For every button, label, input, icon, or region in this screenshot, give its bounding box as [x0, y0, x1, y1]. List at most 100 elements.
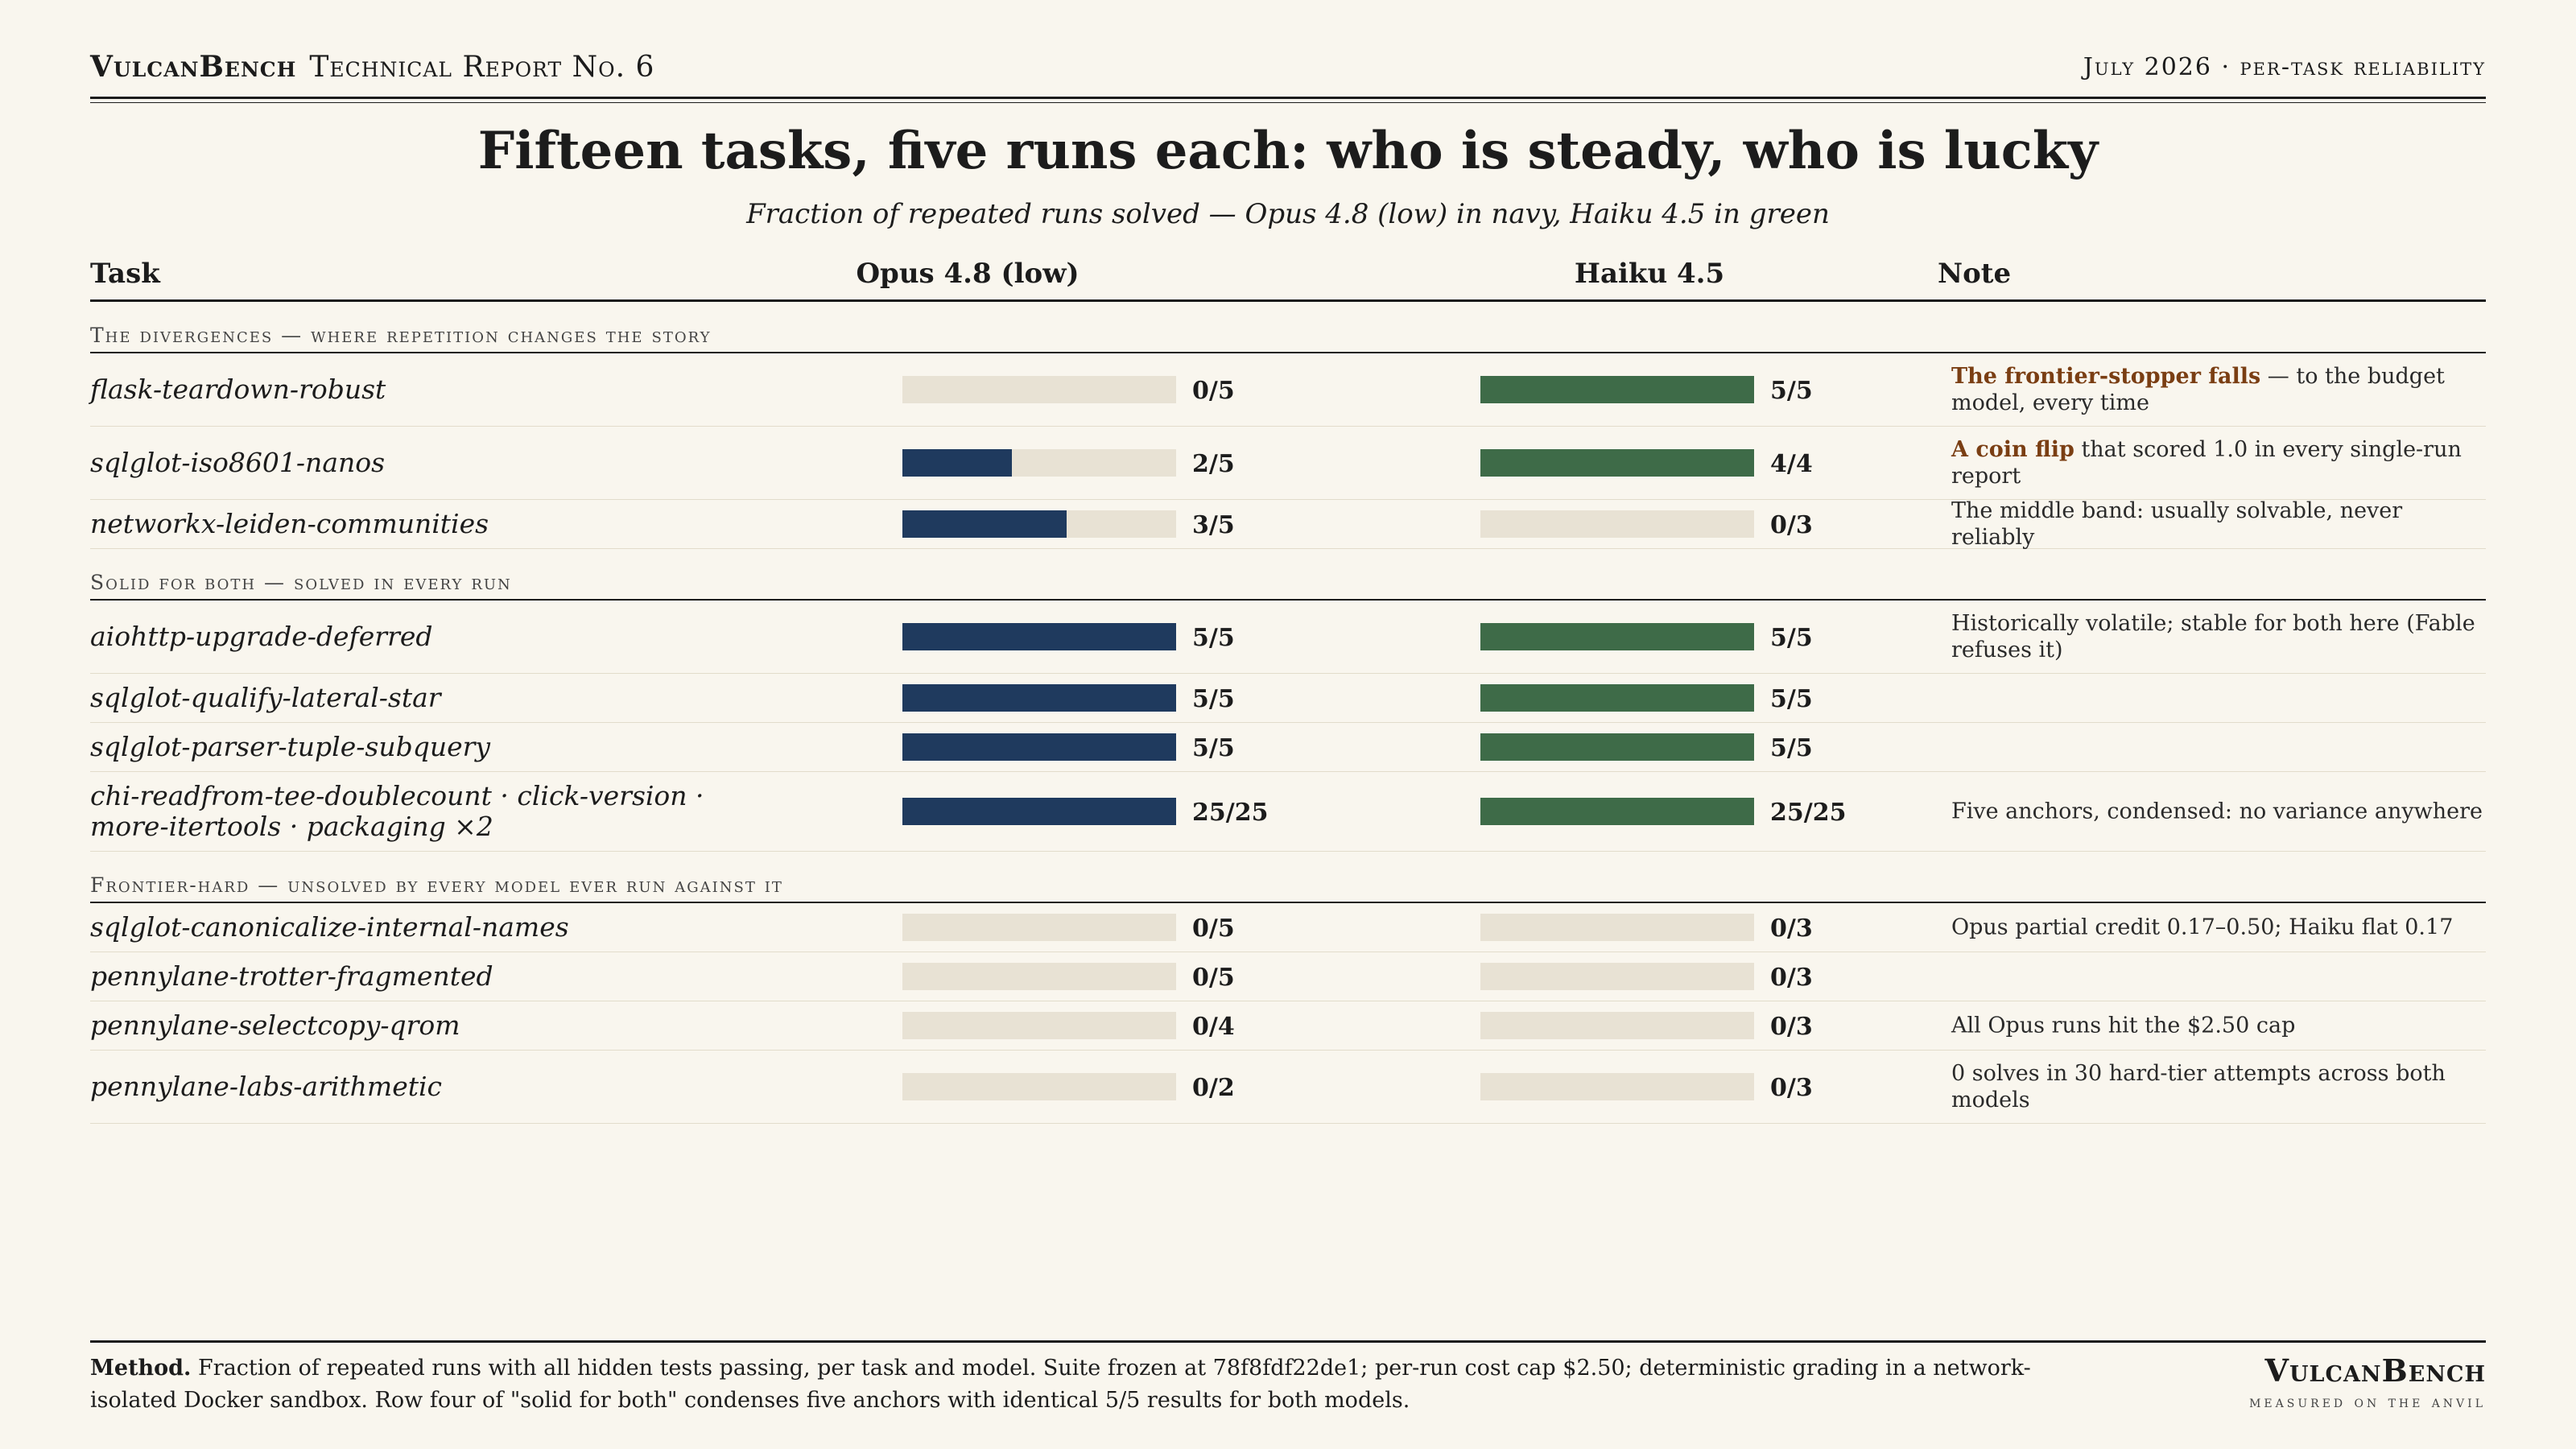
task-name: networkx-leiden-communities: [90, 508, 489, 539]
opus-bar: [902, 733, 1176, 761]
table-row: sqlglot-parser-tuple-subquery 5/5 5/5: [90, 723, 2486, 772]
task-name: aiohttp-upgrade-deferred: [90, 621, 433, 652]
opus-bar: [902, 623, 1176, 650]
note-text: — to the budget model, every time: [1951, 364, 2445, 415]
section-label: Solid for both — solved in every run: [90, 571, 512, 594]
opus-bar-track: [902, 510, 1176, 538]
masthead-rule-thin: [90, 102, 2486, 103]
task-name: chi-readfrom-tee-doublecount · click-ver…: [90, 780, 704, 842]
section-header: The divergences — where repetition chang…: [90, 302, 2486, 353]
haiku-bar-track: [1480, 510, 1754, 538]
opus-bar-track: [902, 1073, 1176, 1100]
task-name: pennylane-labs-arithmetic: [90, 1071, 443, 1102]
footer-rule: [90, 1340, 2486, 1343]
note-text: The middle band: usually solvable, never…: [1951, 498, 2403, 550]
haiku-bar: [1480, 684, 1754, 712]
opus-bar-track: [902, 376, 1176, 403]
table-row: pennylane-labs-arithmetic 0/2 0/3 0 solves …: [90, 1051, 2486, 1124]
haiku-bar-track: [1480, 963, 1754, 990]
opus-score-label: 0/2: [1192, 1074, 1235, 1102]
report-number: Technical Report No. 6: [309, 51, 655, 84]
haiku-bar-track: [1480, 376, 1754, 403]
opus-score-label: 25/25: [1192, 799, 1269, 827]
column-header-note: Note: [1938, 258, 2012, 290]
note-text: All Opus runs hit the $2.50 cap: [1951, 1013, 2296, 1038]
haiku-bar-track: [1480, 623, 1754, 650]
opus-score-label: 0/5: [1192, 377, 1235, 405]
opus-bar-track: [902, 623, 1176, 650]
task-note: 0 solves in 30 hard-tier attempts across…: [1951, 1060, 2486, 1113]
header-rule: [90, 299, 2486, 302]
task-name: sqlglot-qualify-lateral-star: [90, 682, 441, 713]
note-text: Historically volatile; stable for both h…: [1951, 611, 2475, 663]
section-label: Frontier-hard — unsolved by every model …: [90, 873, 783, 897]
table-row: sqlglot-canonicalize-internal-names 0/5 0/…: [90, 903, 2486, 952]
haiku-bar: [1480, 376, 1754, 403]
haiku-bar-track: [1480, 449, 1754, 477]
task-name: flask-teardown-robust: [90, 374, 386, 405]
table-row: sqlglot-qualify-lateral-star 5/5 5/5: [90, 674, 2486, 723]
task-note: Historically volatile; stable for both h…: [1951, 610, 2486, 663]
haiku-bar-track: [1480, 1012, 1754, 1039]
task-name: sqlglot-parser-tuple-subquery: [90, 731, 491, 762]
task-note: The frontier-stopper falls — to the budg…: [1951, 363, 2486, 416]
masthead-brand: VulcanBench Technical Report No. 6: [90, 50, 654, 84]
table-row: networkx-leiden-communities 3/5 0/3 The mid…: [90, 498, 2486, 550]
masthead-rule: [90, 97, 2486, 99]
haiku-score-label: 5/5: [1770, 734, 1813, 762]
footer-brand: VulcanBench measured on the anvil: [2249, 1352, 2486, 1411]
opus-bar: [902, 684, 1176, 712]
table-row: chi-readfrom-tee-doublecount · click-ver…: [90, 772, 2486, 852]
opus-score-label: 5/5: [1192, 734, 1235, 762]
method-text: Fraction of repeated runs with all hidde…: [90, 1356, 2031, 1413]
haiku-score-label: 5/5: [1770, 377, 1813, 405]
table-row: aiohttp-upgrade-deferred 5/5 5/5 Historical…: [90, 601, 2486, 674]
results-table: The divergences — where repetition chang…: [90, 302, 2486, 1124]
haiku-bar-track: [1480, 914, 1754, 941]
haiku-score-label: 0/3: [1770, 511, 1813, 539]
opus-bar-track: [902, 963, 1176, 990]
note-text: Opus partial credit 0.17–0.50; Haiku fla…: [1951, 914, 2454, 940]
section-header: Frontier-hard — unsolved by every model …: [90, 852, 2486, 903]
section-header: Solid for both — solved in every run: [90, 549, 2486, 601]
chart-subtitle: Fraction of repeated runs solved — Opus …: [746, 198, 1830, 230]
opus-score-label: 0/5: [1192, 914, 1235, 943]
haiku-score-label: 0/3: [1770, 964, 1813, 992]
method-note: Method. Fraction of repeated runs with a…: [90, 1352, 2038, 1417]
haiku-score-label: 25/25: [1770, 799, 1847, 827]
task-name: sqlglot-canonicalize-internal-names: [90, 911, 569, 943]
opus-bar: [902, 449, 1012, 477]
method-label: Method.: [90, 1356, 192, 1381]
task-note: Five anchors, condensed: no variance any…: [1951, 799, 2486, 825]
column-header-task: Task: [90, 258, 160, 290]
task-name: pennylane-trotter-fragmented: [90, 960, 493, 992]
task-name: sqlglot-iso8601-nanos: [90, 447, 386, 478]
column-header-haiku-label: Haiku 4.5: [1574, 258, 1725, 290]
note-text: 0 solves in 30 hard-tier attempts across…: [1951, 1061, 2446, 1113]
haiku-score-label: 5/5: [1770, 685, 1813, 713]
table-row: flask-teardown-robust 0/5 5/5 The frontier-…: [90, 353, 2486, 427]
opus-score-label: 0/4: [1192, 1013, 1235, 1041]
opus-score-label: 5/5: [1192, 624, 1235, 652]
haiku-bar-track: [1480, 798, 1754, 825]
opus-score-label: 0/5: [1192, 964, 1235, 992]
table-row: pennylane-trotter-fragmented 0/5 0/3: [90, 952, 2486, 1001]
opus-bar-track: [902, 1012, 1176, 1039]
column-header-opus-label: Opus 4.8 (low): [856, 258, 1080, 290]
opus-bar-track: [902, 449, 1176, 477]
haiku-bar-track: [1480, 684, 1754, 712]
task-note: All Opus runs hit the $2.50 cap: [1951, 1013, 2486, 1039]
opus-bar: [902, 798, 1176, 825]
haiku-bar-track: [1480, 1073, 1754, 1100]
note-highlight: The frontier-stopper falls: [1951, 364, 2261, 389]
haiku-score-label: 0/3: [1770, 914, 1813, 943]
task-note: A coin flip that scored 1.0 in every sin…: [1951, 436, 2486, 489]
note-highlight: A coin flip: [1951, 437, 2074, 462]
task-note: Opus partial credit 0.17–0.50; Haiku fla…: [1951, 914, 2486, 941]
opus-bar-track: [902, 733, 1176, 761]
opus-score-label: 2/5: [1192, 450, 1235, 478]
opus-score-label: 5/5: [1192, 685, 1235, 713]
masthead: VulcanBench Technical Report No. 6 July 2…: [90, 50, 2486, 90]
footer-brand-name: VulcanBench: [2264, 1352, 2486, 1389]
haiku-score-label: 0/3: [1770, 1013, 1813, 1041]
